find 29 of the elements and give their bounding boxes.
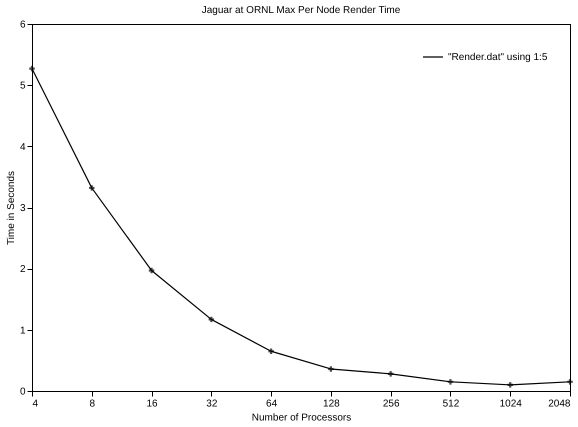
point bbox=[567, 379, 573, 385]
point bbox=[507, 382, 513, 388]
point bbox=[328, 366, 334, 372]
x-tick-label: 64 bbox=[266, 398, 278, 410]
y-tick-label: 4 bbox=[20, 142, 26, 153]
y-tick-label: 3 bbox=[20, 203, 26, 214]
y-tick-label: 6 bbox=[20, 20, 26, 30]
y-tick-label: 5 bbox=[20, 80, 26, 92]
point bbox=[208, 316, 214, 322]
x-axis-title: Number of Processors bbox=[252, 412, 352, 424]
x-tick-label: 32 bbox=[206, 398, 218, 410]
point bbox=[448, 379, 454, 385]
chart-title: Jaguar at ORNL Max Per Node Render Time bbox=[202, 5, 401, 16]
x-tick-label: 256 bbox=[382, 398, 400, 410]
y-tick-label: 0 bbox=[20, 386, 26, 398]
x-tick-label: 2048 bbox=[548, 398, 571, 410]
point bbox=[89, 185, 95, 191]
x-tick-label: 8 bbox=[89, 398, 96, 410]
x-tick-label: 512 bbox=[442, 398, 460, 410]
x-tick-label: 4 bbox=[32, 398, 38, 410]
y-axis-title: Time in Seconds bbox=[6, 170, 17, 246]
x-tick-label: 128 bbox=[323, 398, 340, 410]
y-tick-label: 2 bbox=[20, 264, 26, 276]
y-tick-label: 1 bbox=[20, 325, 26, 336]
x-tick-label: 1024 bbox=[500, 398, 522, 410]
point bbox=[268, 348, 274, 354]
point bbox=[388, 371, 394, 377]
legend-label: "Render.dat" using 1:5 bbox=[448, 52, 548, 63]
x-tick-label: 16 bbox=[146, 398, 158, 410]
